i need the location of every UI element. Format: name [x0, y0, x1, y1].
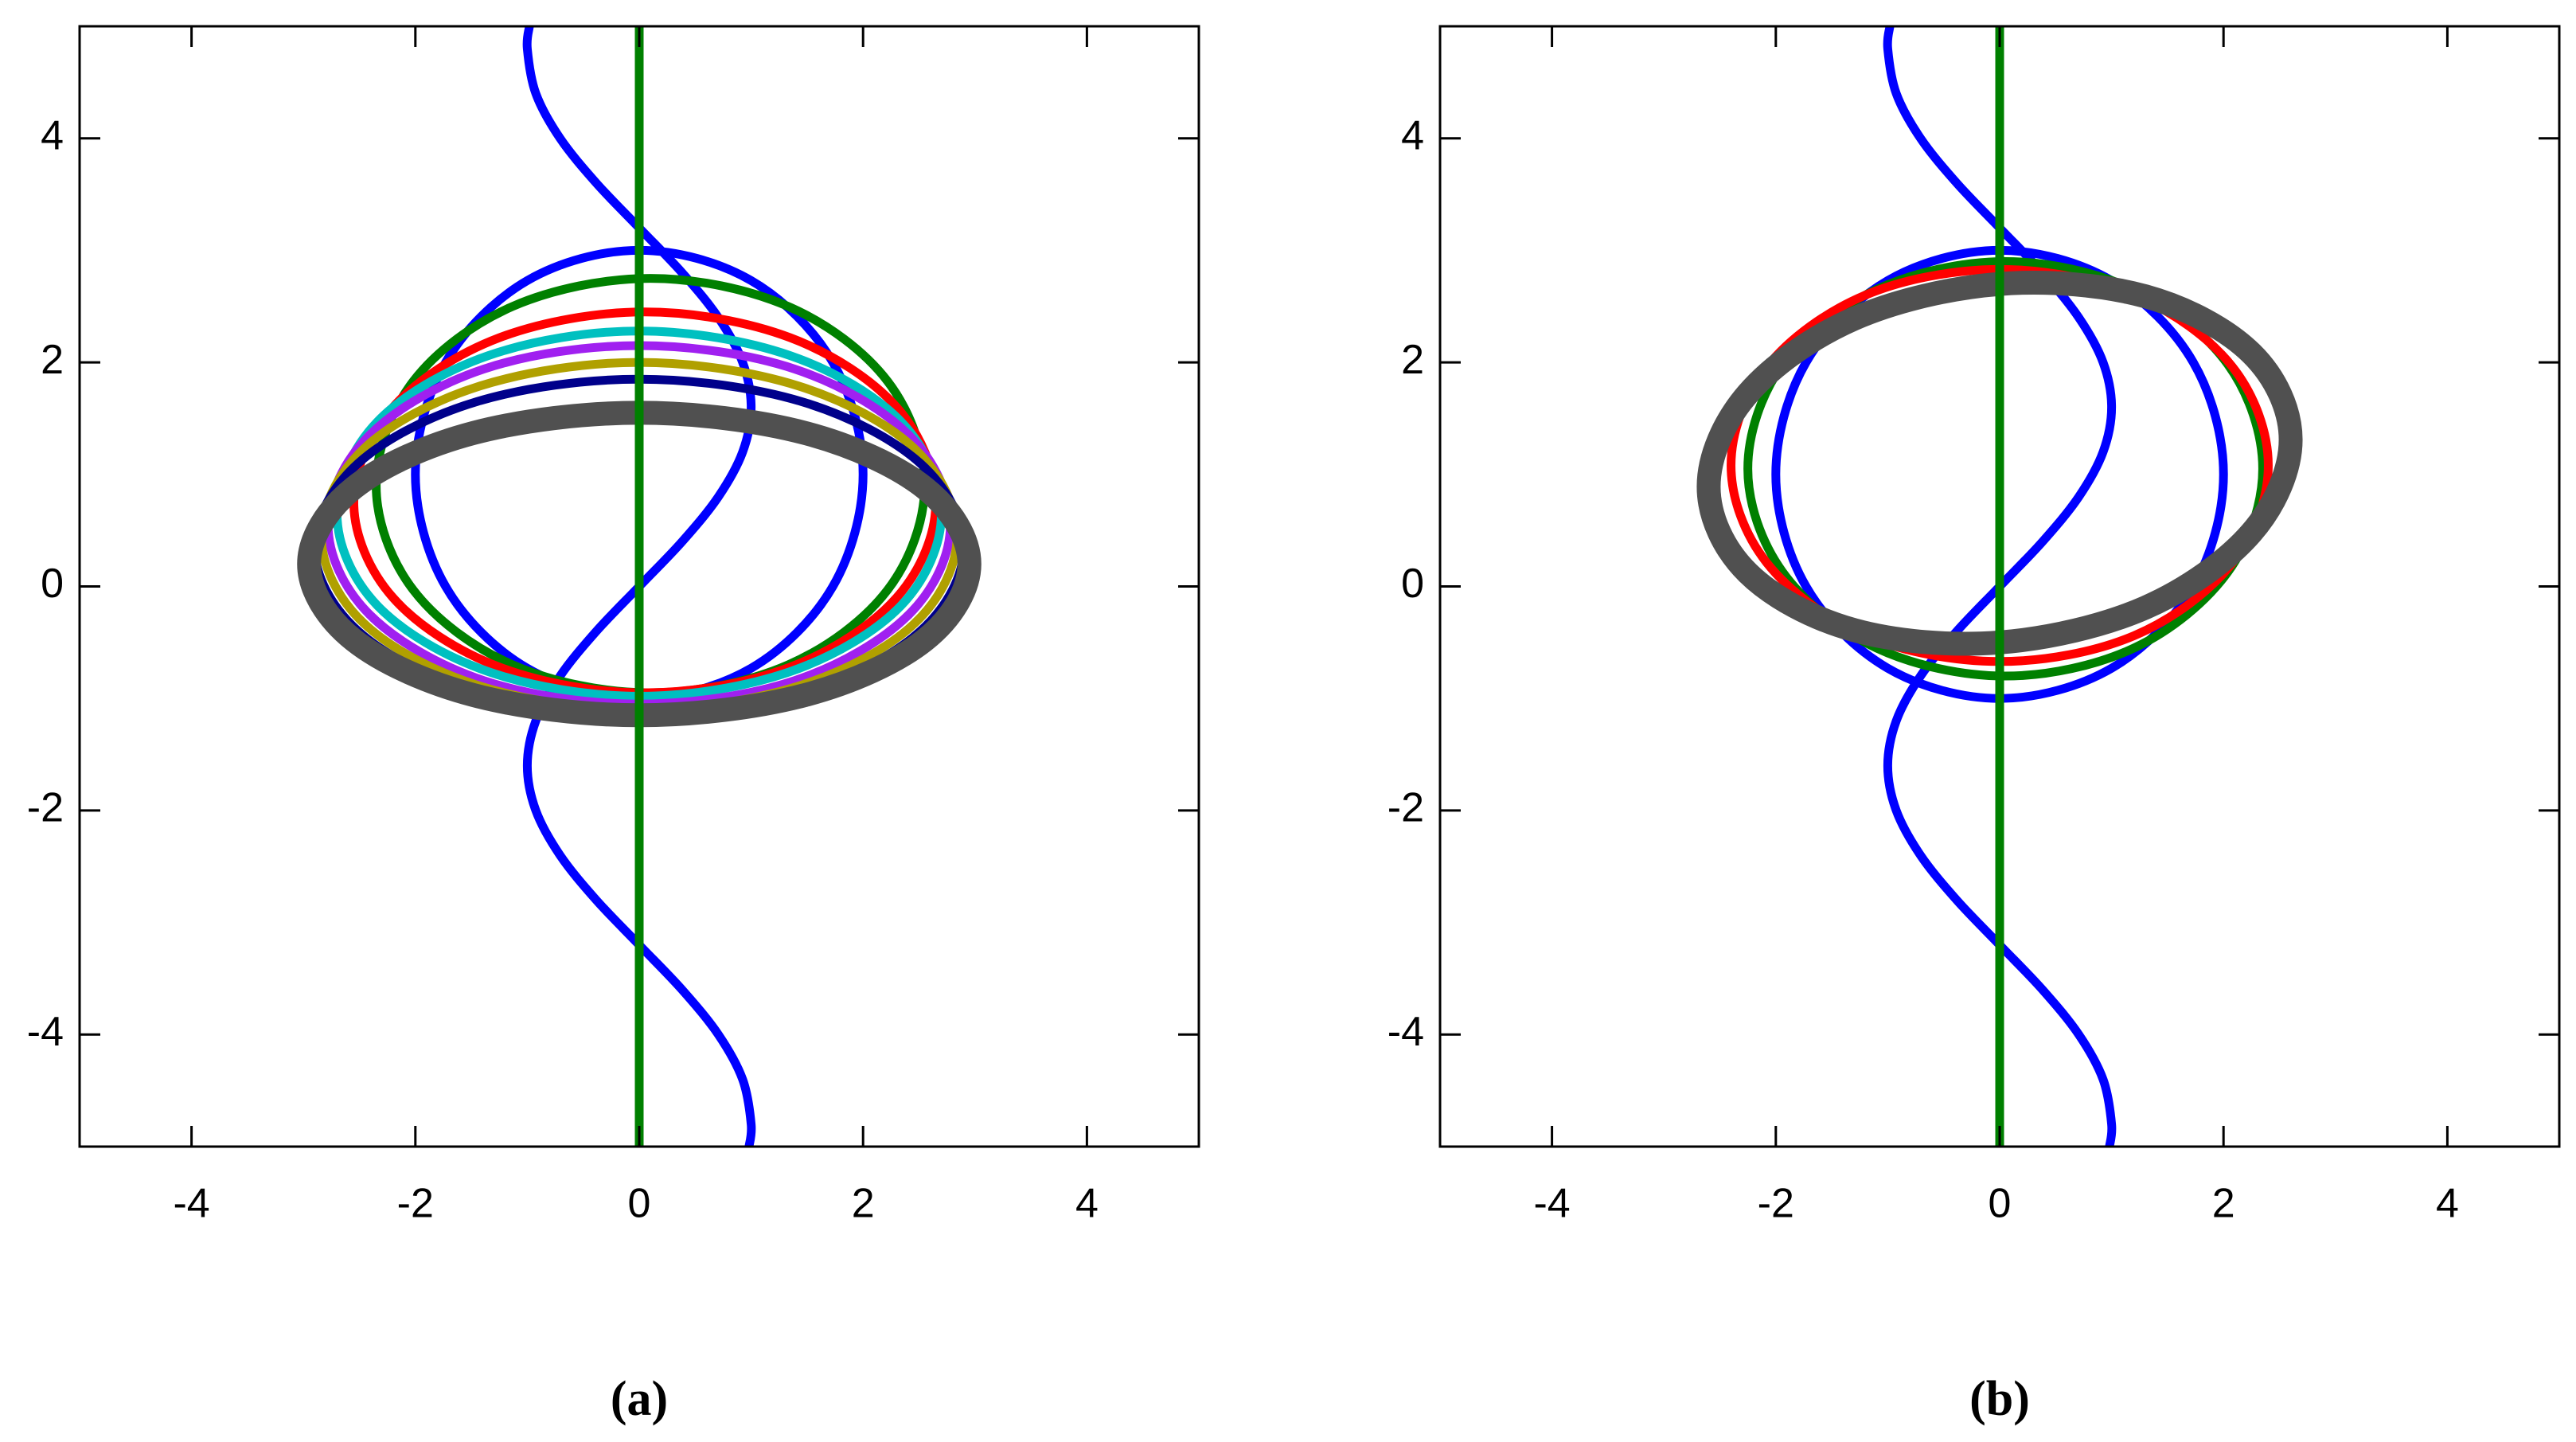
y-tick-label: 4: [1401, 112, 1424, 158]
x-tick-label: 4: [2436, 1181, 2459, 1227]
y-tick-label: 2: [41, 337, 64, 383]
curve: [1696, 271, 2303, 656]
y-tick-label: 2: [1401, 337, 1424, 383]
y-tick-label: 0: [41, 561, 64, 607]
plot-area: [1696, 26, 2303, 1147]
y-tick-label: -2: [27, 785, 64, 831]
panel: -4 -2 0 2 4 -4 -2 0 2 4 (a): [27, 25, 1200, 1426]
caption: (b): [1969, 1372, 2030, 1426]
y-tick-label: 4: [41, 112, 64, 158]
curve: [372, 274, 930, 698]
y-tick-label: -2: [1388, 785, 1424, 831]
x-tick-label: 0: [628, 1181, 651, 1227]
curve: [297, 401, 982, 728]
curve: [349, 307, 941, 698]
x-tick-label: -2: [1758, 1181, 1794, 1227]
x-tick-label: -2: [397, 1181, 434, 1227]
caption: (a): [611, 1372, 668, 1426]
x-tick-label: -4: [1533, 1181, 1570, 1227]
y-tick-label: -4: [27, 1009, 64, 1055]
curve: [411, 245, 868, 703]
x-tick-label: 2: [852, 1181, 875, 1227]
x-tick-label: 4: [1075, 1181, 1099, 1227]
plot-area: [297, 26, 982, 1147]
x-tick-label: 2: [2212, 1181, 2235, 1227]
x-tick-label: 0: [1989, 1181, 2012, 1227]
y-tick-label: -4: [1388, 1009, 1424, 1055]
panel: -4 -2 0 2 4 -4 -2 0 2 4 (b): [1388, 25, 2561, 1426]
x-tick-label: -4: [173, 1181, 209, 1227]
y-tick-label: 0: [1401, 561, 1424, 607]
